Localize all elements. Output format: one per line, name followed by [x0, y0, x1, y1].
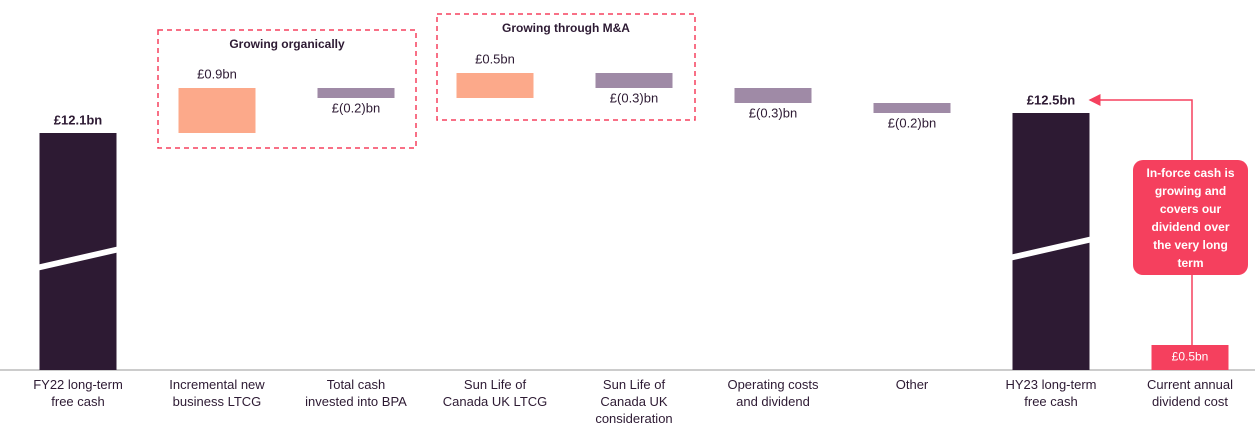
x-tick-label: Operating costs and dividend	[727, 377, 819, 409]
annotation: Growing organically	[229, 37, 345, 51]
axis-break	[1011, 236, 1091, 261]
x-tick-label: HY23 long-term free cash	[1005, 377, 1097, 409]
value-label: £12.1bn	[54, 112, 102, 127]
value-label: £(0.2)bn	[888, 115, 936, 130]
x-tick-label: Total cash invested into BPA	[305, 377, 407, 409]
value-label: £0.5bn	[475, 51, 515, 66]
bar	[1151, 345, 1229, 370]
bar	[873, 103, 951, 113]
value-label: £0.5bn	[1172, 350, 1209, 364]
x-tick-label: Sun Life of Canada UK consideration	[595, 377, 673, 426]
group-box	[157, 29, 417, 149]
value-label: £(0.2)bn	[332, 100, 380, 115]
x-tick-label: Incremental new business LTCG	[169, 377, 265, 409]
value-label: £(0.3)bn	[610, 90, 658, 105]
bar	[178, 88, 256, 133]
axis-break	[38, 246, 118, 271]
bar	[317, 88, 395, 98]
x-tick-label: FY22 long-term free cash	[33, 377, 123, 409]
group-box	[436, 13, 696, 121]
value-label: £0.9bn	[197, 66, 237, 81]
bar	[734, 88, 812, 103]
bar	[456, 73, 534, 98]
x-tick-label: Current annual dividend cost	[1147, 377, 1233, 409]
callout: In-force cash is growing and covers our …	[1133, 160, 1248, 275]
x-tick-label: Other	[895, 377, 929, 392]
value-label: £(0.3)bn	[749, 105, 797, 120]
bar	[595, 73, 673, 88]
annotation: Growing through M&A	[502, 21, 630, 35]
value-label: £12.5bn	[1027, 92, 1075, 107]
x-tick-label: Sun Life of Canada UK LTCG	[442, 377, 548, 409]
